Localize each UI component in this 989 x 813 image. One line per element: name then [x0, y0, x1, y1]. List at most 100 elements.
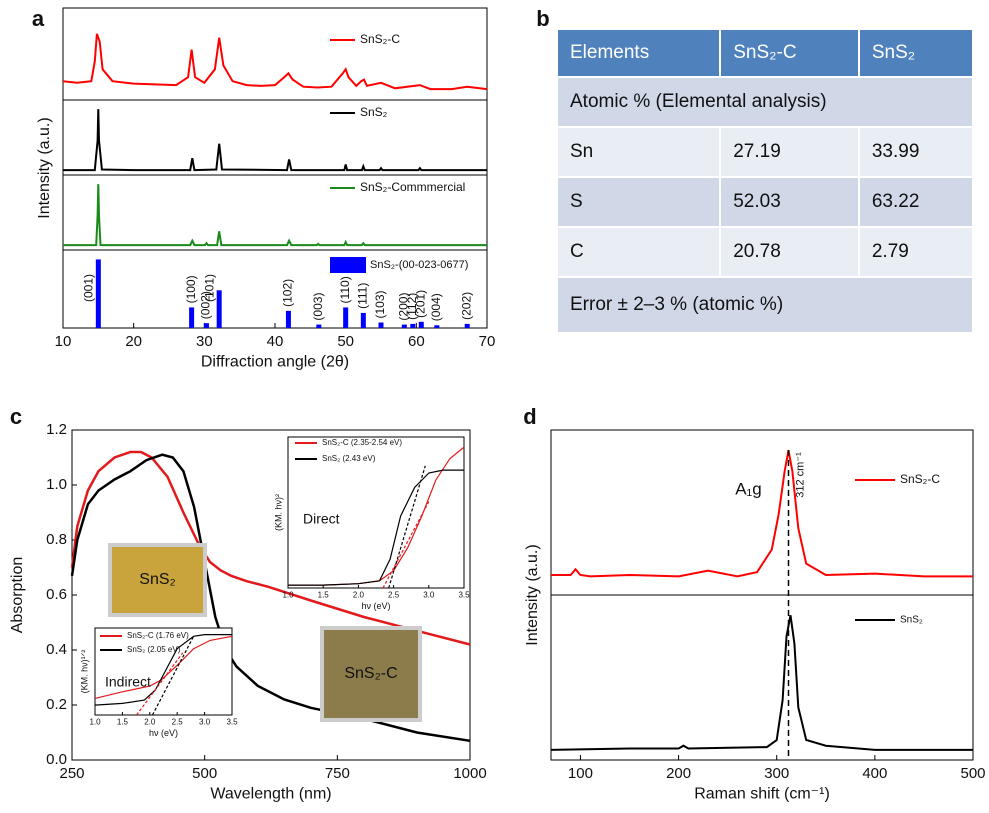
x-tick-label: 3.5: [226, 718, 238, 727]
x-tick-label: 3.0: [423, 591, 435, 600]
legend-label: SnS₂-Commmercial: [360, 180, 465, 194]
x-axis-label: Diffraction angle (2θ): [201, 354, 349, 371]
x-tick-label: 60: [408, 333, 425, 350]
legend-label: SnS₂-C: [900, 472, 940, 486]
cell: 27.19: [719, 126, 860, 178]
data-line: [551, 450, 973, 578]
y-axis-label: Intensity (a.u.): [524, 544, 541, 645]
data-line: [388, 465, 426, 589]
reference-bar: [316, 324, 322, 328]
reference-label: (103): [373, 290, 387, 318]
y-tick-label: 0.2: [46, 696, 67, 713]
annotation: A₁g: [735, 479, 762, 498]
panel-label: b: [536, 6, 549, 31]
y-tick-label: 0.8: [46, 531, 67, 548]
reference-bar: [203, 323, 209, 328]
legend-label: SnS₂-C (2.35-2.54 eV): [322, 438, 402, 447]
x-axis-label: Wavelength (nm): [210, 786, 331, 803]
y-axis-label: Intensity (a.u.): [36, 117, 53, 218]
reference-bar: [378, 322, 384, 328]
legend-label: SnS₂: [360, 105, 388, 119]
y-tick-label: 1.2: [46, 421, 67, 438]
x-tick-label: 3.5: [458, 591, 470, 600]
reference-label: (004): [429, 293, 443, 321]
reference-bar: [418, 321, 424, 328]
reference-bar: [410, 323, 416, 328]
x-tick-label: 400: [862, 765, 887, 782]
reference-label: (102): [281, 279, 295, 307]
reference-bar: [401, 324, 407, 328]
peak-label: 312 cm⁻¹: [794, 452, 806, 498]
data-line: [63, 109, 487, 172]
y-tick-label: 0.0: [46, 751, 67, 768]
panel-label: a: [32, 6, 45, 31]
x-tick-label: 1.0: [89, 718, 101, 727]
y-axis-label: (KM. hν)¹ᐟ²: [79, 650, 89, 694]
header-cell: SnS₂: [857, 28, 975, 78]
data-line: [136, 652, 184, 716]
cell: 20.78: [719, 226, 860, 278]
cell: C: [555, 226, 722, 278]
data-line: [550, 615, 973, 751]
x-axis-label: Raman shift (cm⁻¹): [694, 786, 830, 803]
legend-swatch: [330, 257, 366, 273]
reference-bar: [434, 325, 440, 328]
x-tick-label: 1.0: [282, 591, 294, 600]
inset-annotation: Indirect: [105, 674, 151, 690]
x-tick-label: 200: [666, 765, 691, 782]
reference-label: (100): [184, 275, 198, 303]
x-tick-label: 1000: [453, 765, 486, 782]
x-tick-label: 250: [59, 765, 84, 782]
reference-bar: [360, 312, 366, 328]
header-cell: SnS₂-C: [719, 28, 860, 78]
x-tick-label: 10: [55, 333, 72, 350]
reference-label: (112): [405, 293, 419, 320]
y-tick-label: 0.6: [46, 586, 67, 603]
note-cell: Atomic % (Elemental analysis): [556, 76, 974, 128]
x-tick-label: 2.5: [172, 718, 184, 727]
photo: [320, 626, 422, 722]
data-line: [94, 635, 233, 699]
data-line: [62, 33, 488, 91]
footer-cell: Error ± 2–3 % (atomic %): [556, 276, 974, 334]
data-line: [63, 184, 487, 247]
photo: [108, 543, 207, 617]
data-line: [70, 450, 471, 646]
legend-label: SnS₂: [900, 615, 923, 626]
y-tick-label: 0.4: [46, 641, 67, 658]
panel-label: d: [523, 404, 536, 429]
y-axis-label: (KM. hν)²: [273, 494, 283, 531]
reference-bar: [95, 259, 101, 328]
cell: Sn: [555, 126, 722, 178]
reference-label: (202): [459, 292, 473, 320]
legend-label: SnS₂-C (1.76 eV): [127, 631, 189, 640]
y-axis-label: Absorption: [9, 557, 26, 634]
x-tick-label: 1.5: [117, 718, 129, 727]
x-tick-label: 2.0: [144, 718, 156, 727]
x-tick-label: 100: [568, 765, 593, 782]
x-tick-label: 70: [479, 333, 496, 350]
reference-label: (002): [199, 291, 213, 319]
reference-label: (003): [311, 293, 325, 321]
reference-bar: [189, 307, 195, 328]
x-tick-label: 500: [960, 765, 985, 782]
x-tick-label: 1.5: [318, 591, 330, 600]
reference-label: (101): [202, 274, 216, 302]
x-axis-label: hν (eV): [149, 728, 178, 738]
inset-annotation: Direct: [303, 511, 340, 527]
cell: 2.79: [857, 226, 975, 278]
reference-label: (200): [396, 293, 410, 321]
cell: 63.22: [857, 176, 975, 228]
reference-label: (201): [413, 290, 427, 318]
x-tick-label: 2.0: [353, 591, 365, 600]
legend-label: SnS₂-C: [360, 32, 400, 46]
x-axis-label: hν (eV): [361, 601, 390, 611]
plot-frame: [94, 627, 233, 716]
x-tick-label: 30: [196, 333, 213, 350]
data-line: [70, 453, 471, 743]
reference-bar: [464, 323, 470, 328]
legend-label: SnS₂-(00-023-0677): [370, 259, 468, 271]
plot-frame: [62, 7, 488, 329]
